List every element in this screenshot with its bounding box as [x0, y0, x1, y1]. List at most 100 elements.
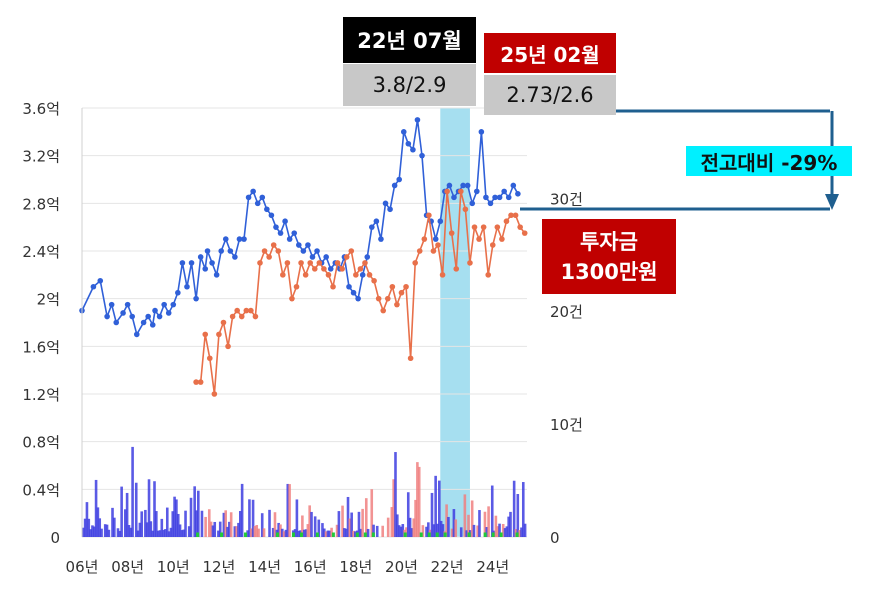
- jeonse-price-point: [458, 188, 464, 195]
- volume-bar: [408, 517, 412, 537]
- volume-bar: [463, 494, 467, 537]
- sale-price-point: [396, 176, 403, 183]
- volume-bar: [366, 528, 370, 537]
- sale-price-point: [222, 236, 229, 242]
- volume-bar: [145, 522, 149, 537]
- sale-price-point: [446, 182, 453, 189]
- volume-bar: [173, 496, 176, 537]
- sale-price-point: [259, 194, 266, 201]
- jeonse-price-point: [348, 248, 355, 254]
- volume-bar: [134, 482, 138, 537]
- volume-bar: [83, 518, 87, 537]
- volume-bar: [295, 499, 299, 537]
- jeonse-price-point: [366, 272, 373, 278]
- sale-price-point: [282, 218, 288, 225]
- volume-bar: [324, 531, 328, 537]
- volume-bar-green: [196, 532, 200, 537]
- gridlines: [82, 107, 527, 538]
- jeonse-price-point: [289, 295, 295, 302]
- sale-price-point: [113, 319, 120, 326]
- volume-bar: [390, 507, 394, 537]
- volume-bar: [357, 511, 361, 537]
- sale-price-point: [469, 200, 476, 207]
- sale-price-point: [309, 254, 316, 260]
- volume-bar: [113, 517, 116, 537]
- sale-price-point: [152, 307, 158, 314]
- sale-price-point: [382, 200, 389, 207]
- volume-bar: [516, 494, 520, 537]
- volume-bar: [405, 527, 408, 537]
- jeonse-price-point: [357, 266, 364, 272]
- volume-bar: [193, 486, 196, 537]
- jeonse-price-point: [426, 212, 432, 219]
- sale-price-point: [149, 322, 156, 328]
- volume-bar: [153, 481, 156, 537]
- volume-bar: [105, 524, 109, 537]
- x-tick-label: 06년: [66, 558, 99, 576]
- jeonse-price-point: [453, 266, 460, 272]
- sale-price-point: [209, 260, 215, 266]
- sale-price-point: [359, 272, 366, 278]
- x-tick-label: 08년: [111, 558, 144, 576]
- volume-bar: [361, 508, 364, 537]
- volume-bar: [505, 526, 509, 537]
- sale-price-point: [373, 218, 380, 225]
- volume-bar: [125, 492, 129, 537]
- volume-bar: [445, 504, 448, 537]
- volume-bar: [416, 462, 419, 537]
- volume-bar: [235, 526, 238, 537]
- sale-price-point: [291, 230, 298, 236]
- sale-price-point: [232, 254, 238, 260]
- jeonse-price-point: [229, 313, 236, 320]
- sale-price-point: [184, 283, 190, 290]
- volume-bar: [248, 499, 251, 537]
- volume-bar: [301, 515, 304, 537]
- y-left-tick-label: 3.2억: [22, 148, 60, 166]
- sale-price-point: [414, 117, 421, 123]
- jeonse-price-point: [448, 230, 455, 236]
- x-tick-label: 14년: [248, 558, 281, 576]
- volume-bar: [116, 528, 120, 537]
- jeonse-price-point: [238, 313, 245, 320]
- sale-price-point: [250, 188, 256, 195]
- volume-bar: [96, 507, 100, 537]
- volume-bar: [503, 528, 507, 537]
- jeonse-price-point: [339, 266, 345, 272]
- sale-price-point: [391, 182, 398, 189]
- x-tick-label: 18년: [339, 558, 372, 576]
- sale-price-point: [492, 194, 498, 201]
- volume-bar-green: [515, 532, 519, 537]
- jeonse-price-point: [476, 236, 482, 242]
- sale-price-point: [202, 266, 209, 272]
- jeonse-price-point: [489, 242, 496, 248]
- sale-price-point: [213, 272, 220, 278]
- volume-bar: [249, 528, 253, 537]
- jeonse-price-point: [421, 236, 428, 242]
- volume-bar: [439, 520, 443, 537]
- volume-bar: [169, 527, 173, 537]
- volume-bar-green: [443, 532, 447, 537]
- volume-bar: [239, 511, 242, 537]
- sale-price-point: [277, 230, 284, 236]
- volume-bar: [425, 526, 428, 537]
- volume-bar: [147, 479, 151, 537]
- jeonse-price-point: [293, 283, 300, 290]
- volume-bar: [501, 523, 505, 537]
- sale-price-point: [350, 289, 357, 296]
- volume-bar: [375, 525, 379, 537]
- jeonse-price-point: [311, 266, 318, 272]
- sale-price-line: [81, 119, 519, 337]
- sale-price-point: [254, 200, 261, 207]
- volume-bar: [138, 522, 142, 537]
- jeonse-price-point: [220, 319, 227, 326]
- volume-bar-green: [275, 532, 279, 537]
- sale-price-point: [419, 152, 425, 159]
- volume-bar: [165, 507, 169, 537]
- volume-bar: [297, 530, 301, 537]
- volume-bar: [286, 483, 290, 537]
- sale-price-point: [120, 310, 126, 316]
- volume-bar: [343, 528, 346, 537]
- axes: 0 0.4억 0.8억 1.2억 1.6억 2억 2.4억 2.8억 3.2억 3.6억 0 10건 2…: [22, 100, 583, 576]
- jeonse-price-point: [485, 272, 492, 278]
- jeonse-price-point: [353, 272, 359, 278]
